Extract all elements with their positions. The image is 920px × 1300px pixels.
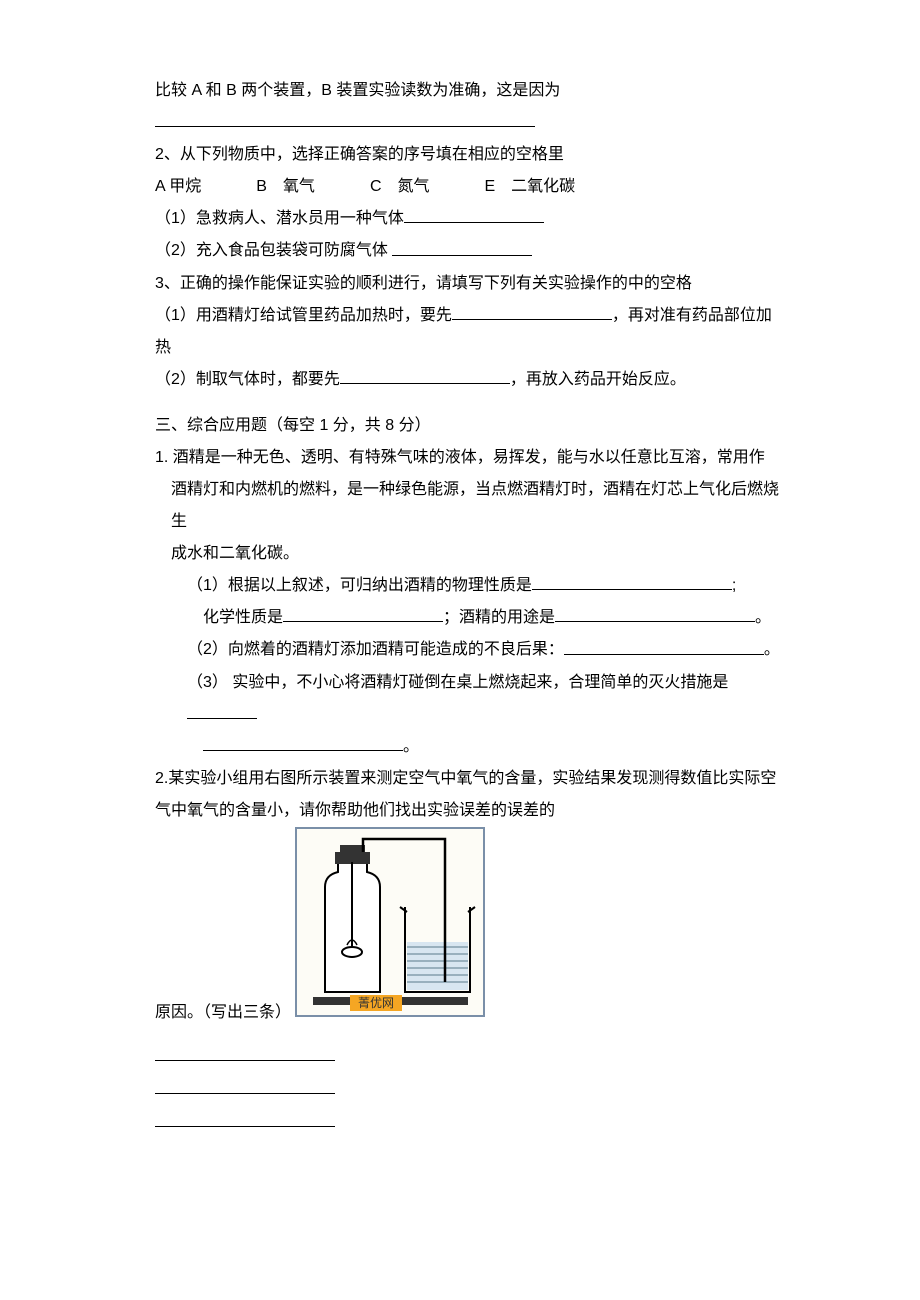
blank-s1c xyxy=(555,602,755,622)
blank-q3-1 xyxy=(452,300,612,320)
s3q1-s3a-text: （3） 实验中，不小心将酒精灯碰倒在桌上燃烧起来，合理简单的灭火措施是 xyxy=(187,674,728,691)
blank-answer xyxy=(155,107,535,127)
s3q1-s1b-text: 化学性质是 xyxy=(203,609,283,626)
s3q1-s1a-text: （1）根据以上叙述，可归纳出酒精的物理性质是 xyxy=(187,577,532,594)
q3-sub2b: ，再放入药品开始反应。 xyxy=(510,371,686,388)
q2-options: A 甲烷 B 氧气 C 氮气 E 二氧化碳 xyxy=(155,171,780,203)
blank-q3-2 xyxy=(340,364,510,384)
blank-q2-1 xyxy=(404,203,544,223)
exam-page: 比较 A 和 B 两个装置，B 装置实验读数为准确，这是因为 2、从下列物质中，… xyxy=(0,0,920,1187)
s3q1-s2: （2）向燃着的酒精灯添加酒精可能造成的不良后果：。 xyxy=(155,634,780,666)
s3q1-l1: 1. 酒精是一种无色、透明、有特殊气味的液体，易挥发，能与水以任意比互溶，常用作 xyxy=(155,442,780,474)
s3q1-l2: 酒精灯和内燃机的燃料，是一种绿色能源，当点燃酒精灯时，酒精在灯芯上气化后燃烧生 xyxy=(155,474,780,538)
blank-s3a xyxy=(187,699,257,719)
opt-c: C 氮气 xyxy=(370,171,430,203)
watermark-text: 菁优网 xyxy=(358,996,394,1010)
s3q2-reason-row: 原因。（写出三条） xyxy=(155,827,780,1029)
q2-stem: 2、从下列物质中，选择正确答案的序号填在相应的空格里 xyxy=(155,139,780,171)
s3q1-s1c-text: ；酒精的用途是 xyxy=(443,609,555,626)
water-fill xyxy=(407,942,468,990)
opt-a: A 甲烷 xyxy=(155,171,201,203)
compare-ab-line: 比较 A 和 B 两个装置，B 装置实验读数为准确，这是因为 xyxy=(155,75,780,107)
apparatus-svg: 菁优网 xyxy=(295,827,485,1017)
s3q1-s2-text: （2）向燃着的酒精灯添加酒精可能造成的不良后果： xyxy=(187,642,564,659)
apparatus-diagram: 菁优网 xyxy=(295,827,485,1029)
blank-s3b xyxy=(203,731,403,751)
q3-sub2a: （2）制取气体时，都要先 xyxy=(155,371,340,388)
answer-line-3 xyxy=(155,1100,335,1127)
s3q1-s1b: 化学性质是；酒精的用途是。 xyxy=(155,602,780,634)
blank-s2 xyxy=(564,634,764,654)
s3q1-s3: （3） 实验中，不小心将酒精灯碰倒在桌上燃烧起来，合理简单的灭火措施是 xyxy=(155,667,780,731)
s3q1-s3b-text: 。 xyxy=(403,738,419,755)
blank-s1a xyxy=(532,570,732,590)
s3q1-l3: 成水和二氧化碳。 xyxy=(155,538,780,570)
blank-q2-2 xyxy=(392,235,532,255)
q3-sub1a: （1）用酒精灯给试管里药品加热时，要先 xyxy=(155,307,452,324)
opt-b: B 氧气 xyxy=(256,171,315,203)
q2-sub1: （1）急救病人、潜水员用一种气体 xyxy=(155,203,780,235)
answer-line-1 xyxy=(155,1035,335,1062)
s3q1-s1a: （1）根据以上叙述，可归纳出酒精的物理性质是; xyxy=(155,570,780,602)
s3q1-s3-line2: 。 xyxy=(155,731,780,763)
q2-sub2: （2）充入食品包装袋可防腐气体 xyxy=(155,235,780,267)
blank-s1b xyxy=(283,602,443,622)
answer-line-2 xyxy=(155,1067,335,1094)
jar-cap-top xyxy=(340,845,365,853)
section3-title: 三、综合应用题（每空 1 分，共 8 分） xyxy=(155,410,780,442)
q3-stem: 3、正确的操作能保证实验的顺利进行，请填写下列有关实验操作的中的空格 xyxy=(155,268,780,300)
s3q2-reason-label: 原因。（写出三条） xyxy=(155,997,291,1029)
q2-sub1-text: （1）急救病人、潜水员用一种气体 xyxy=(155,210,404,227)
q2-sub2-text: （2）充入食品包装袋可防腐气体 xyxy=(155,243,392,260)
q3-sub1: （1）用酒精灯给试管里药品加热时，要先，再对准有药品部位加热 xyxy=(155,300,780,364)
s3q2-stem: 2.某实验小组用右图所示装置来测定空气中氧气的含量，实验结果发现测得数值比实际空… xyxy=(155,763,780,827)
opt-e: E 二氧化碳 xyxy=(485,171,576,203)
blank-line-1 xyxy=(155,107,780,139)
q3-sub2: （2）制取气体时，都要先 ，再放入药品开始反应。 xyxy=(155,364,780,396)
